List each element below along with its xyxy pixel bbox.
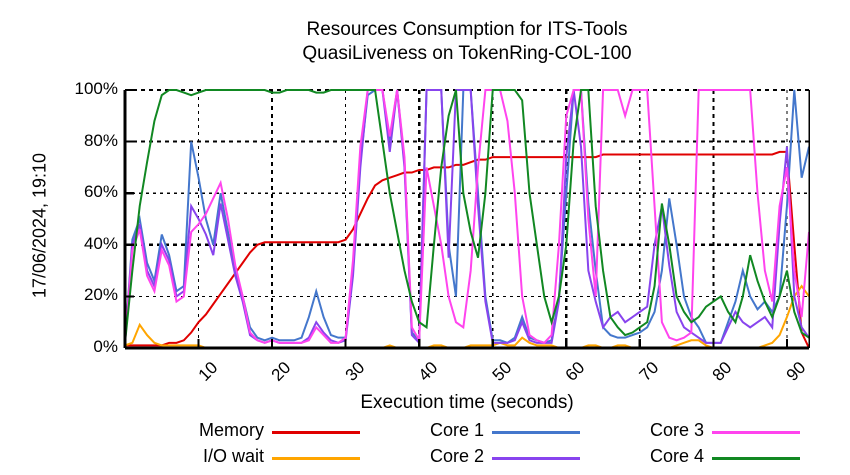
legend-item-label: Core 3 [649, 420, 704, 440]
series-line-memory [125, 150, 810, 349]
y-tick-label: 100% [74, 79, 118, 98]
legend-item-label: I/O wait [202, 446, 264, 466]
legend-item-core-1[interactable]: Core 1 [370, 420, 580, 446]
series-line-core-4 [124, 89, 810, 343]
y-tick-label: 40% [83, 233, 118, 253]
page-title: Resources Consumption for ITS-Tools Quas… [125, 18, 809, 66]
y-tick-label-wrap: 0% [30, 337, 118, 356]
legend-item-label: Core 1 [429, 420, 484, 440]
y-tick-label-wrap: 60% [30, 182, 118, 201]
y-tick-label: 0% [93, 337, 118, 356]
legend-item-i-o-wait[interactable]: I/O wait [150, 446, 360, 472]
y-tick-label: 80% [83, 130, 118, 150]
chart-title-line-1: Resources Consumption for ITS-Tools [306, 19, 628, 40]
chart-legend: Memory I/O wait Core 1 Core 2 Core 3 Core 4 [150, 420, 810, 472]
y-tick-label-wrap: 20% [30, 285, 118, 304]
legend-item-label: Core 2 [429, 446, 484, 466]
series-line-core-2 [124, 89, 810, 346]
x-axis-label: Execution time (seconds) [360, 392, 574, 413]
legend-color-swatch [272, 457, 360, 460]
series-line-core-3 [124, 89, 810, 344]
legend-item-core-4[interactable]: Core 4 [590, 446, 800, 472]
legend-item-label: Core 4 [649, 446, 704, 466]
legend-item-memory[interactable]: Memory [150, 420, 360, 446]
legend-color-swatch [492, 457, 580, 460]
legend-column: Core 3 Core 4 [590, 420, 800, 472]
y-tick-label: 60% [83, 182, 118, 202]
legend-item-core-3[interactable]: Core 3 [590, 420, 800, 446]
legend-color-swatch [272, 431, 360, 434]
legend-column: Core 1 Core 2 [370, 420, 580, 472]
legend-color-swatch [492, 431, 580, 434]
y-tick-label-wrap: 80% [30, 131, 118, 150]
chart-title-line-2: QuasiLiveness on TokenRing-COL-100 [302, 43, 632, 64]
y-tick-label-wrap: 100% [30, 79, 118, 98]
legend-color-swatch [712, 431, 800, 434]
legend-column: Memory I/O wait [150, 420, 360, 472]
legend-item-core-2[interactable]: Core 2 [370, 446, 580, 472]
legend-color-swatch [712, 457, 800, 460]
y-tick-label-wrap: 40% [30, 234, 118, 253]
y-tick-label: 20% [83, 285, 118, 305]
legend-item-label: Memory [198, 420, 264, 440]
